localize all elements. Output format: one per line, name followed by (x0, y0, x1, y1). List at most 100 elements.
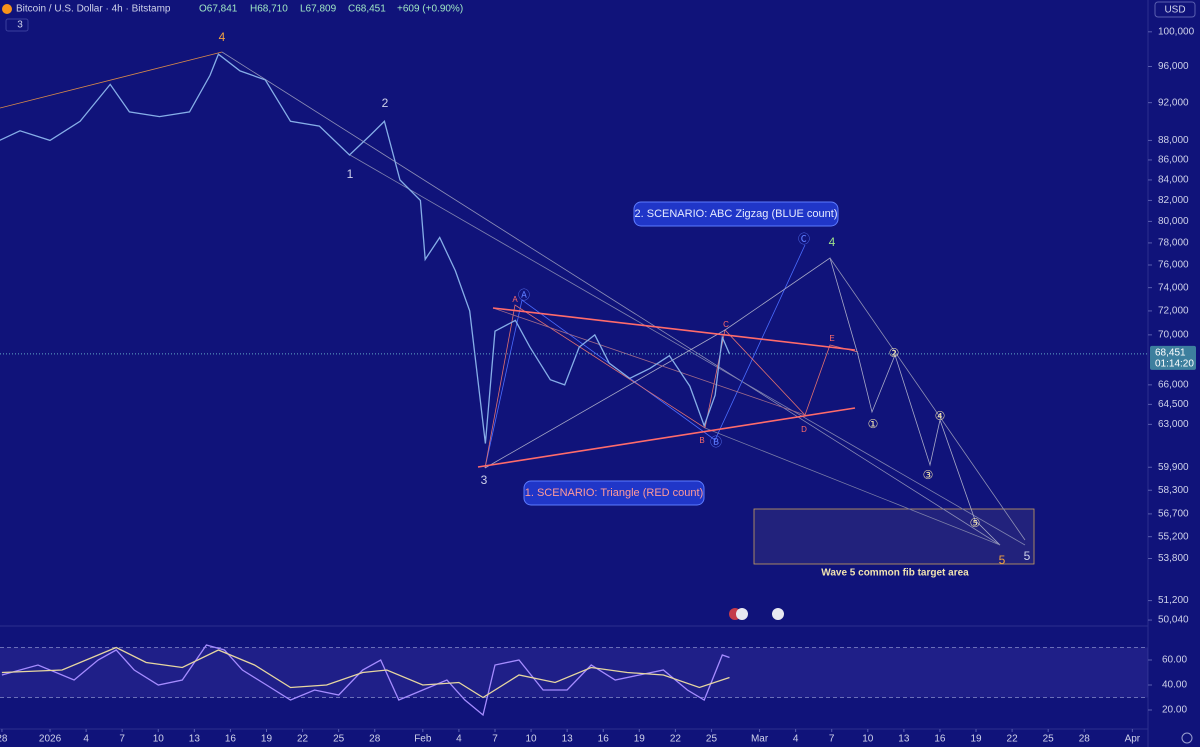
y-tick-label: 53,800 (1158, 553, 1189, 564)
x-tick-label: 25 (1043, 734, 1055, 745)
y-tick-label: 58,300 (1158, 485, 1189, 496)
drawing-line (484, 257, 1001, 546)
x-tick-label: 28 (1079, 734, 1091, 745)
y-tick-label: 78,000 (1158, 238, 1189, 249)
x-tick-label: 28 (0, 734, 8, 745)
x-tick-label: 22 (670, 734, 682, 745)
symbol: Bitcoin / U.S. Dollar · 4h · Bitstamp (16, 4, 171, 15)
y-tick-label: 50,040 (1158, 615, 1189, 626)
scenario-zigzag-box (633, 201, 839, 227)
settings-button[interactable] (1181, 732, 1193, 744)
indicator-count[interactable]: 3 (17, 20, 23, 31)
y-tick-label: 56,700 (1158, 509, 1189, 520)
wave-label: Ⓑ (710, 435, 722, 449)
x-tick-label: 13 (898, 734, 910, 745)
rsi-tick-label: 20.00 (1162, 705, 1187, 716)
y-tick-label: 70,000 (1158, 330, 1189, 341)
countdown: 01:14:20 (1155, 359, 1194, 370)
y-tick-label: 88,000 (1158, 135, 1189, 146)
symbol-icon (2, 4, 12, 14)
y-tick-label: 96,000 (1158, 61, 1189, 72)
drawing-line (829, 257, 1026, 541)
x-tick-label: 19 (261, 734, 273, 745)
y-tick-label: 82,000 (1158, 195, 1189, 206)
scenario-triangle: 1. SCENARIO: Triangle (RED count) (525, 487, 704, 499)
y-tick-label: 51,200 (1158, 595, 1189, 606)
drawing-line (492, 307, 806, 416)
currency[interactable]: USD (1164, 5, 1185, 16)
y-tick-label: 100,000 (1158, 26, 1195, 37)
x-tick-label: 25 (706, 734, 718, 745)
x-tick-label: Feb (414, 734, 432, 745)
x-tick-label: 10 (153, 734, 165, 745)
x-tick-label: 10 (862, 734, 874, 745)
indicator-toggle[interactable] (5, 18, 29, 32)
wave-label: 5 (1024, 549, 1031, 563)
wave-label: ④ (935, 409, 946, 423)
drawing-line (349, 154, 1026, 546)
series-line (0, 53, 731, 444)
rsi-tick-label: 60.00 (1162, 655, 1187, 666)
wave-label: Ⓐ (518, 288, 530, 302)
triangle-lower (477, 407, 856, 468)
y-tick-label: 66,000 (1158, 379, 1189, 390)
fib-target-label: Wave 5 common fib target area (821, 568, 969, 579)
y-tick-label: 92,000 (1158, 97, 1189, 108)
y-tick-label: 63,000 (1158, 419, 1189, 430)
wave-label: ③ (923, 468, 934, 482)
x-tick-label: 19 (970, 734, 982, 745)
series-line (1, 644, 730, 717)
x-tick-label: 25 (333, 734, 345, 745)
wave-label: 1 (347, 167, 354, 181)
y-tick-label: 64,500 (1158, 399, 1189, 410)
x-tick-label: 10 (526, 734, 538, 745)
x-tick-label: 16 (225, 734, 237, 745)
x-tick-label: 7 (119, 734, 125, 745)
rsi-tick-label: 40.00 (1162, 680, 1187, 691)
y-tick-label: 86,000 (1158, 155, 1189, 166)
y-tick-label: 74,000 (1158, 282, 1189, 293)
x-tick-label: 19 (634, 734, 646, 745)
wave-label: Ⓒ (798, 232, 810, 246)
x-tick-label: 22 (297, 734, 309, 745)
wave-label: 3 (481, 473, 488, 487)
ohlc-high: H68,710 (250, 4, 288, 15)
wave-label: ⑤ (970, 516, 981, 530)
x-tick-label: 4 (83, 734, 89, 745)
x-tick-label: 16 (934, 734, 946, 745)
ohlc-close: C68,451 (348, 4, 386, 15)
scenario-triangle-box (523, 480, 705, 506)
event-icon[interactable] (772, 608, 784, 620)
x-tick-label: 4 (456, 734, 462, 745)
y-tick-label: 72,000 (1158, 306, 1189, 317)
wave-label: A (512, 295, 518, 304)
y-tick-label: 55,200 (1158, 531, 1189, 542)
wave-label: B (699, 436, 704, 445)
x-tick-label: 13 (562, 734, 574, 745)
wave-label: ① (868, 417, 879, 431)
x-tick-label: 22 (1007, 734, 1019, 745)
x-tick-label: 4 (793, 734, 799, 745)
ohlc-low: L67,809 (300, 4, 337, 15)
y-tick-label: 76,000 (1158, 260, 1189, 271)
scenario-zigzag: 2. SCENARIO: ABC Zigzag (BLUE count) (635, 208, 838, 220)
drawing-line (704, 427, 1001, 546)
drawing-line (0, 51, 223, 109)
last-price-label: 68,451 (1155, 348, 1186, 359)
ohlc-change: +609 (+0.90%) (397, 4, 463, 15)
wave-label: 2 (382, 96, 389, 110)
x-tick-label: 13 (189, 734, 201, 745)
x-tick-label: Apr (1125, 734, 1141, 745)
last-price-tag (1150, 345, 1196, 370)
x-tick-label: 7 (492, 734, 498, 745)
x-tick-label: 7 (829, 734, 835, 745)
x-tick-label: 2026 (39, 734, 62, 745)
currency-button[interactable] (1154, 1, 1196, 18)
event-icon[interactable] (736, 608, 748, 620)
wave-label: D (801, 425, 807, 434)
x-tick-label: 16 (598, 734, 610, 745)
triangle-upper (492, 307, 856, 351)
x-tick-label: Mar (751, 734, 769, 745)
wave-label: 4 (219, 30, 226, 44)
